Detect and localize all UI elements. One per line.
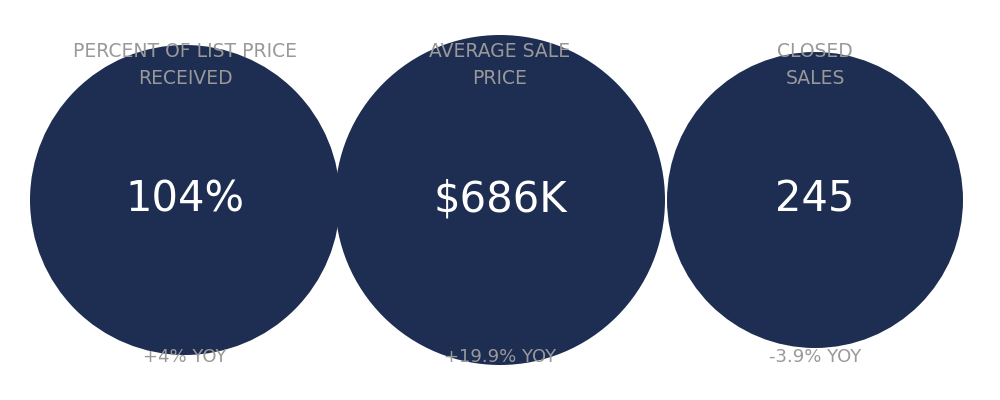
- Text: PERCENT OF LIST PRICE
RECEIVED: PERCENT OF LIST PRICE RECEIVED: [73, 42, 297, 88]
- Text: +4% YOY: +4% YOY: [143, 348, 227, 366]
- Ellipse shape: [30, 45, 340, 355]
- Text: CLOSED
SALES: CLOSED SALES: [777, 42, 853, 88]
- Ellipse shape: [335, 35, 665, 365]
- Text: 245: 245: [775, 179, 855, 221]
- Text: AVERAGE SALE
PRICE: AVERAGE SALE PRICE: [429, 42, 571, 88]
- Text: $686K: $686K: [433, 179, 567, 221]
- Text: +19.9% YOY: +19.9% YOY: [444, 348, 556, 366]
- Text: -3.9% YOY: -3.9% YOY: [769, 348, 861, 366]
- Text: 104%: 104%: [126, 179, 244, 221]
- Ellipse shape: [667, 52, 963, 348]
